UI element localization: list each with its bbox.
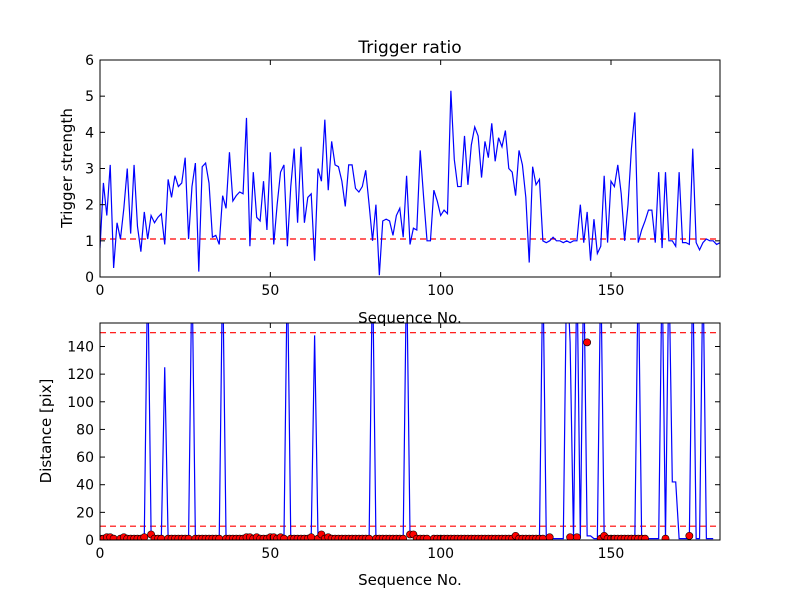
y-tick-label: 5 bbox=[85, 89, 94, 105]
data-point bbox=[399, 534, 408, 540]
y-tick-label: 60 bbox=[76, 450, 94, 466]
x-tick-label: 0 bbox=[96, 283, 105, 299]
data-point bbox=[641, 534, 649, 540]
y-tick-label: 100 bbox=[67, 395, 94, 411]
y-tick-label: 2 bbox=[85, 198, 94, 214]
y-tick-label: 3 bbox=[85, 162, 94, 178]
x-tick-label: 50 bbox=[261, 283, 279, 299]
plot-area: 0 50 100 150 0 20 40 60 80 100 120 140 bbox=[67, 322, 721, 562]
y-tick-label: 40 bbox=[76, 478, 94, 494]
plot-area: 0 50 100 150 0 1 2 3 4 5 6 bbox=[85, 53, 721, 299]
x-tick-label: 0 bbox=[96, 546, 105, 562]
y-tick-label: 20 bbox=[76, 505, 94, 521]
data-point bbox=[573, 533, 581, 540]
data-point bbox=[545, 533, 554, 540]
y-tick-label: 0 bbox=[85, 270, 94, 286]
distance-chart: Sequence No. Distance [pix] 0 50 100 150 0 20… bbox=[37, 322, 721, 589]
y-tick-label: 6 bbox=[85, 53, 94, 69]
y-tick-label: 0 bbox=[85, 533, 94, 549]
x-tick-label: 150 bbox=[598, 546, 625, 562]
y-tick-label: 120 bbox=[67, 367, 94, 383]
data-point bbox=[583, 338, 592, 347]
x-tick-label: 100 bbox=[427, 283, 454, 299]
y-tick-label: 4 bbox=[85, 125, 94, 141]
series-line bbox=[100, 90, 720, 276]
data-point bbox=[685, 531, 694, 540]
data-point bbox=[140, 533, 149, 540]
plot-frame bbox=[99, 322, 721, 541]
y-axis-label: Trigger strength bbox=[58, 108, 76, 229]
y-tick-label: 1 bbox=[85, 234, 94, 250]
data-point bbox=[661, 534, 670, 540]
x-tick-label: 50 bbox=[261, 546, 279, 562]
chart-title: Trigger ratio bbox=[357, 38, 461, 58]
y-tick-label: 80 bbox=[76, 422, 94, 438]
trigger-ratio-chart: Trigger ratio Sequence No. Trigger stren… bbox=[58, 38, 721, 327]
x-tick-label: 100 bbox=[427, 546, 454, 562]
x-axis-label: Sequence No. bbox=[358, 571, 462, 589]
y-axis-label: Distance [pix] bbox=[37, 379, 55, 484]
y-tick-label: 140 bbox=[67, 339, 94, 355]
x-tick-label: 150 bbox=[598, 283, 625, 299]
